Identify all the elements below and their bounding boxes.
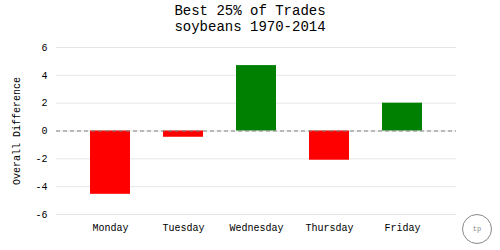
svg-text:Wednesday: Wednesday (229, 223, 283, 234)
html-text:soybeans 1970-2014: soybeans 1970-2014 (174, 19, 326, 35)
html-text:Best 25% of Trades: Best 25% of Trades (174, 3, 326, 19)
svg-text:0: 0 (41, 126, 47, 137)
svg-text:Monday: Monday (92, 223, 128, 234)
html-text:tp: tp (472, 225, 482, 233)
svg-text:Friday: Friday (384, 223, 420, 234)
svg-text:-4: -4 (35, 182, 47, 193)
svg-text:Thursday: Thursday (305, 223, 353, 234)
svg-text:2: 2 (41, 98, 47, 109)
svg-text:4: 4 (41, 71, 47, 82)
svg-text:-6: -6 (35, 210, 47, 221)
svg-text:6: 6 (41, 43, 47, 54)
svg-text:Overall Difference: Overall Difference (12, 77, 23, 185)
svg-text:Tuesday: Tuesday (162, 223, 204, 234)
svg-text:-2: -2 (35, 154, 47, 165)
